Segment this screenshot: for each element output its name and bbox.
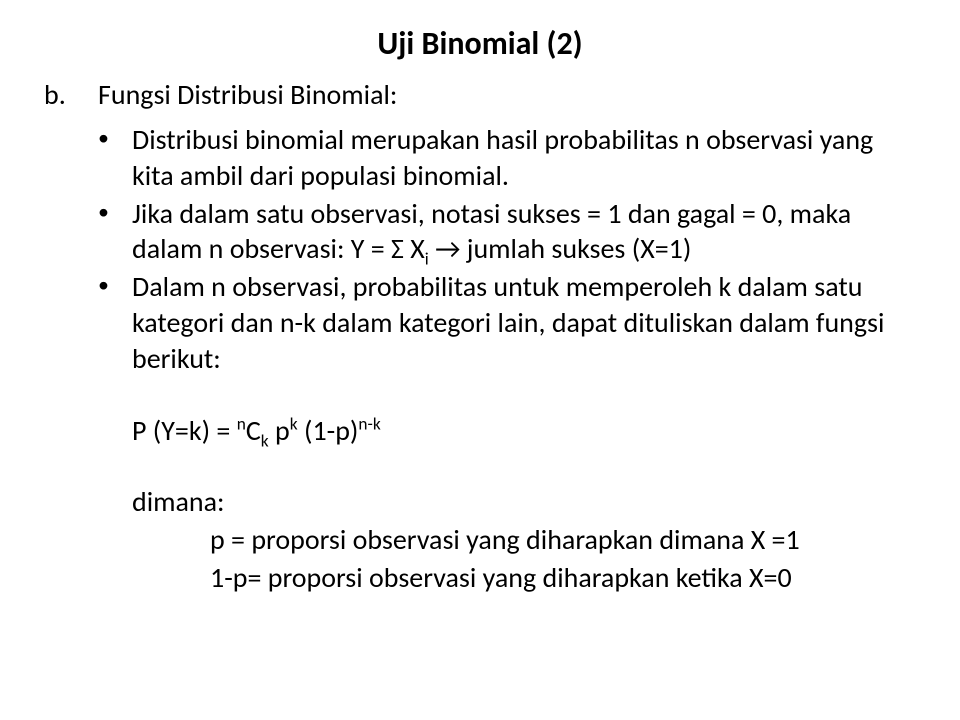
section-marker: b. (40, 77, 98, 112)
slide-container: Uji Binomial (2) b. Fungsi Distribusi Bi… (0, 0, 960, 720)
bullet-text: Jika dalam satu observasi, notasi sukses… (132, 196, 920, 268)
bullet-text: Distribusi binomial merupakan hasil prob… (132, 122, 920, 194)
bullet-item: • Jika dalam satu observasi, notasi suks… (98, 196, 920, 268)
formula-pre: P (Y=k) = (132, 413, 237, 448)
formula-line: P (Y=k) = nCk pk (1-p)n-k (40, 413, 920, 448)
section-heading: Fungsi Distribusi Binomial: (98, 77, 397, 112)
sigma-symbol: Σ (391, 231, 404, 266)
formula-C: C (246, 413, 261, 448)
bullet-list: • Distribusi binomial merupakan hasil pr… (40, 122, 920, 377)
bullet-dot-icon: • (98, 122, 132, 194)
formula-1mp: (1-p) (298, 413, 359, 448)
text-fragment: X (404, 231, 425, 266)
bullet-item: • Dalam n observasi, probabilitas untuk … (98, 269, 920, 376)
arrow-text: → jumlah sukses (X=1) (429, 231, 692, 266)
superscript: k (290, 412, 298, 434)
where-definitions: p = proporsi observasi yang diharapkan d… (40, 521, 920, 597)
bullet-text: Dalam n observasi, probabilitas untuk me… (132, 269, 920, 376)
subscript: k (261, 429, 269, 451)
bullet-dot-icon: • (98, 196, 132, 268)
text-fragment: dalam n observasi: Y = (132, 231, 391, 266)
formula-p: p (269, 413, 290, 448)
where-line: p = proporsi observasi yang diharapkan d… (210, 521, 920, 559)
where-label: dimana: (40, 484, 920, 521)
bullet-item: • Distribusi binomial merupakan hasil pr… (98, 122, 920, 194)
where-line: 1-p= proporsi observasi yang diharapkan … (210, 559, 920, 597)
slide-title: Uji Binomial (2) (40, 24, 920, 63)
superscript: n-k (358, 412, 380, 434)
bullet-dot-icon: • (98, 269, 132, 376)
text-fragment: Jika dalam satu observasi, notasi sukses… (132, 196, 851, 231)
section-heading-row: b. Fungsi Distribusi Binomial: (40, 77, 920, 112)
superscript: n (237, 412, 246, 434)
